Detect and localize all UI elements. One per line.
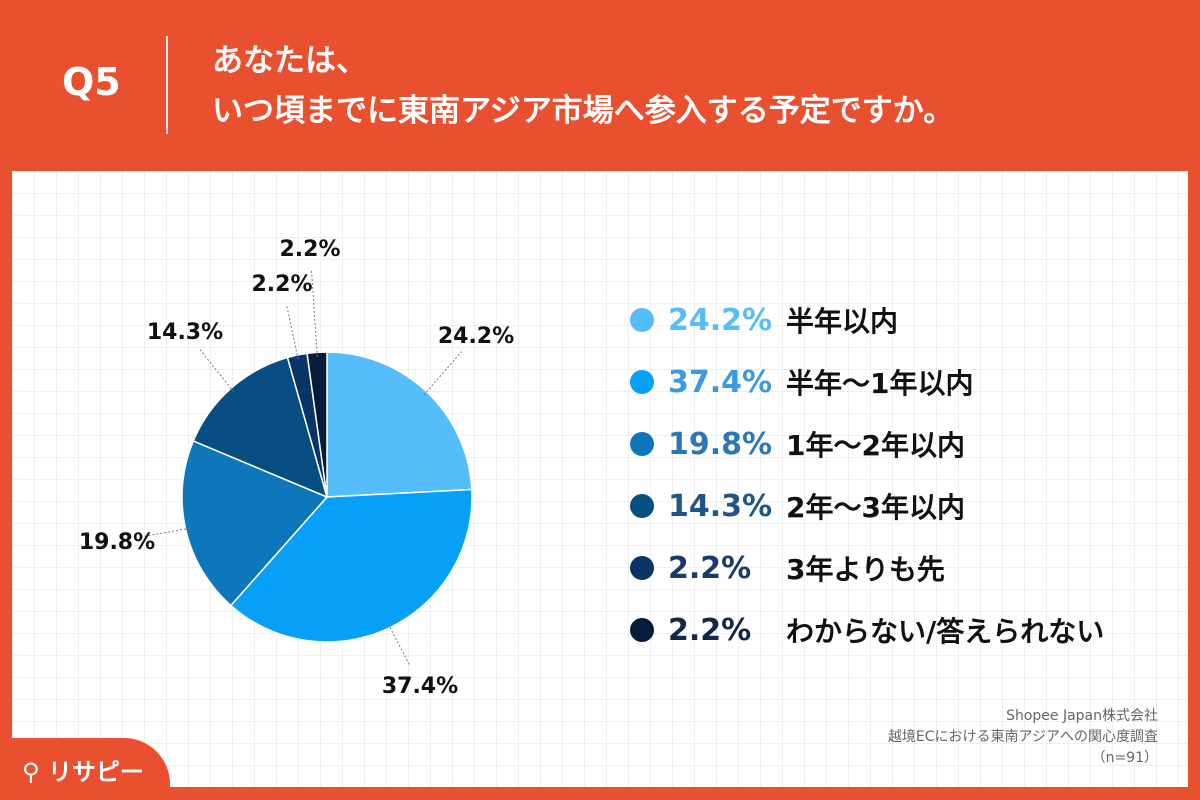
legend-item-6: 2.2% わからない/答えられない [630,610,1104,650]
legend-label-1: 半年以内 [786,305,899,338]
legend-item-3: 19.8% 1年〜2年以内 [630,424,1104,464]
question-number: Q5 [62,60,121,104]
source-company: Shopee Japan株式会社 [1006,708,1158,724]
legend-label-3: 1年〜2年以内 [786,429,965,462]
legend-swatch-5 [630,556,654,580]
legend-value-2: 37.4% [668,364,773,400]
header: Q5 あなたは、 いつ頃までに東南アジア市場へ参入する予定ですか。 [0,0,1200,170]
legend-swatch-4 [630,494,654,518]
risapi-logo: ⚲ リサピー [0,738,170,800]
source-survey: 越境ECにおける東南アジアへの関心度調査 [887,729,1158,745]
data-label-4: 14.3% [147,320,223,345]
legend-swatch-3 [630,432,654,456]
source-sample-size: （n=91） [1091,750,1158,766]
leader-line-1 [423,351,462,396]
legend-swatch-1 [630,308,654,332]
logo-text: ⚲ リサピー [22,758,144,786]
leader-line-6 [310,269,318,357]
pie-slice-1 [326,351,473,498]
legend-label-5: 3年よりも先 [786,553,945,586]
data-label-3: 19.8% [79,530,155,555]
legend-value-5: 2.2% [668,550,752,586]
leader-line-2 [387,623,411,666]
legend-value-6: 2.2% [668,612,752,648]
legend-value-1: 24.2% [668,302,773,338]
legend-value-3: 19.8% [668,426,773,462]
legend-item-5: 2.2% 3年よりも先 [630,548,1104,588]
legend: 24.2% 半年以内 37.4% 半年〜1年以内 19.8% 1年〜2年以内 14.3% 2年… [630,300,1104,672]
leader-line-4 [198,347,235,393]
leader-line-5 [286,304,299,360]
data-label-5: 2.2% [251,272,312,297]
legend-item-4: 14.3% 2年〜3年以内 [630,486,1104,526]
legend-value-4: 14.3% [668,488,773,524]
legend-swatch-6 [630,618,654,642]
question-title-line-1: あなたは、 [212,43,367,79]
source-note: Shopee Japan株式会社 越境ECにおける東南アジアへの関心度調査 （n… [888,706,1158,769]
leader-line-3 [138,527,190,538]
data-label-6: 2.2% [279,237,340,262]
legend-item-2: 37.4% 半年〜1年以内 [630,362,1104,402]
legend-label-4: 2年〜3年以内 [786,491,965,524]
data-label-2: 37.4% [382,674,458,699]
legend-label-2: 半年〜1年以内 [786,367,974,400]
data-label-1: 24.2% [438,324,514,349]
question-title: あなたは、 いつ頃までに東南アジア市場へ参入する予定ですか。 [212,36,954,136]
question-title-line-2: いつ頃までに東南アジア市場へ参入する予定ですか。 [212,93,955,129]
legend-item-1: 24.2% 半年以内 [630,300,1104,340]
legend-swatch-2 [630,370,654,394]
header-divider [166,36,168,134]
legend-label-6: わからない/答えられない [786,615,1105,648]
